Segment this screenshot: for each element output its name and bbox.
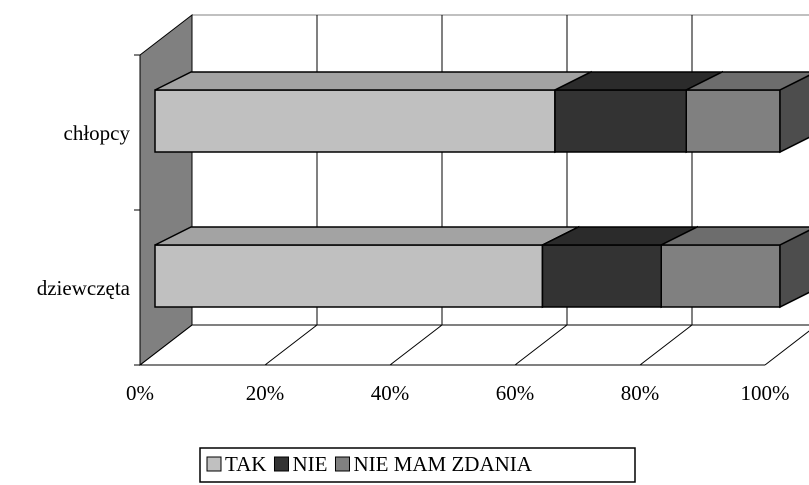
floor-grid-line — [764, 330, 809, 366]
bar-top — [660, 226, 809, 246]
bar — [154, 244, 544, 308]
bar-top — [154, 71, 592, 91]
x-tick-label: 40% — [371, 381, 410, 405]
legend-swatch — [334, 456, 350, 472]
bar-top — [154, 226, 579, 246]
floor-grid-line — [139, 324, 193, 366]
y-tick-label: dziewczęta — [37, 276, 131, 300]
bar — [660, 244, 781, 308]
legend-label: NIE MAM ZDANIA — [353, 452, 532, 476]
bar-side — [779, 229, 809, 309]
bar — [554, 89, 687, 153]
legend-swatch — [206, 456, 222, 472]
x-tick-label: 100% — [741, 381, 790, 405]
y-tick-label: chłopcy — [64, 121, 131, 145]
floor-grid-line — [639, 324, 693, 366]
floor-grid-line — [514, 324, 568, 366]
x-tick-label: 60% — [496, 381, 535, 405]
bar — [541, 244, 662, 308]
legend-label: NIE — [292, 452, 327, 476]
legend-box — [199, 447, 636, 483]
bar-side — [779, 74, 809, 154]
legend-label: TAK — [225, 452, 266, 476]
x-tick-label: 0% — [126, 381, 154, 405]
x-tick-label: 20% — [246, 381, 285, 405]
floor-grid-line — [264, 324, 318, 366]
legend-swatch — [273, 456, 289, 472]
x-tick-label: 80% — [621, 381, 660, 405]
floor-grid-line — [389, 324, 443, 366]
side-wall — [139, 13, 193, 367]
bar — [685, 89, 781, 153]
bar-top — [685, 71, 809, 91]
bar — [154, 89, 556, 153]
